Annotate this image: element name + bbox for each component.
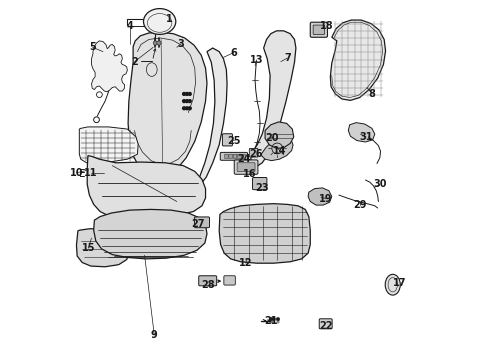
Polygon shape [92,41,127,92]
FancyBboxPatch shape [319,319,332,329]
Text: 22: 22 [319,321,333,331]
Text: 28: 28 [201,280,215,290]
Text: 3: 3 [177,40,184,49]
Polygon shape [87,156,205,218]
Circle shape [186,107,188,110]
Text: 16: 16 [243,168,256,179]
Circle shape [276,318,280,321]
Text: 18: 18 [320,21,334,31]
Polygon shape [219,204,310,263]
Text: 23: 23 [255,183,269,193]
FancyBboxPatch shape [249,148,258,157]
Circle shape [269,318,272,321]
FancyBboxPatch shape [195,217,210,228]
Polygon shape [76,229,129,267]
Polygon shape [251,31,296,166]
Text: 26: 26 [249,149,263,159]
Circle shape [188,107,191,110]
Text: 20: 20 [265,133,278,143]
Text: 29: 29 [354,200,367,210]
FancyBboxPatch shape [234,160,258,174]
Circle shape [188,100,191,103]
Text: 13: 13 [250,55,263,65]
FancyBboxPatch shape [224,276,235,285]
FancyBboxPatch shape [229,154,232,158]
Text: 24: 24 [238,154,251,164]
FancyBboxPatch shape [252,177,267,190]
Polygon shape [79,127,138,163]
FancyBboxPatch shape [199,276,217,286]
Text: 15: 15 [81,243,95,253]
Text: 12: 12 [239,258,252,268]
Circle shape [183,107,186,110]
Text: 11: 11 [84,168,98,178]
FancyBboxPatch shape [233,154,237,158]
Ellipse shape [385,274,400,295]
Text: 25: 25 [227,136,241,145]
Polygon shape [265,122,294,148]
Polygon shape [308,188,332,205]
Text: 27: 27 [192,219,205,229]
Ellipse shape [144,9,176,35]
FancyBboxPatch shape [310,22,327,37]
Text: 5: 5 [89,42,96,52]
Polygon shape [330,20,386,100]
Text: 9: 9 [151,330,158,340]
Text: 21: 21 [264,316,277,325]
Polygon shape [197,48,227,184]
Circle shape [153,41,157,45]
FancyBboxPatch shape [313,25,324,35]
Text: 2: 2 [131,57,138,67]
FancyBboxPatch shape [237,163,255,171]
Circle shape [183,93,186,95]
Circle shape [188,93,191,95]
Circle shape [186,100,188,103]
Text: 19: 19 [319,194,333,204]
Text: 30: 30 [373,179,387,189]
FancyBboxPatch shape [220,152,247,160]
FancyBboxPatch shape [238,154,241,158]
Text: 4: 4 [126,21,133,31]
Circle shape [186,93,188,95]
Circle shape [272,318,275,321]
Text: 14: 14 [273,146,287,156]
FancyBboxPatch shape [242,154,245,158]
Text: 17: 17 [392,278,406,288]
Polygon shape [348,123,375,142]
FancyBboxPatch shape [222,134,232,146]
FancyBboxPatch shape [224,154,228,158]
Circle shape [183,100,186,103]
Text: 31: 31 [360,132,373,142]
Polygon shape [128,32,207,177]
Text: 7: 7 [284,53,291,63]
Text: 10: 10 [70,168,83,178]
Text: 6: 6 [230,48,237,58]
Circle shape [157,41,161,45]
Text: 8: 8 [369,89,376,99]
Polygon shape [94,210,207,259]
Text: 1: 1 [166,14,173,24]
Polygon shape [261,136,293,161]
